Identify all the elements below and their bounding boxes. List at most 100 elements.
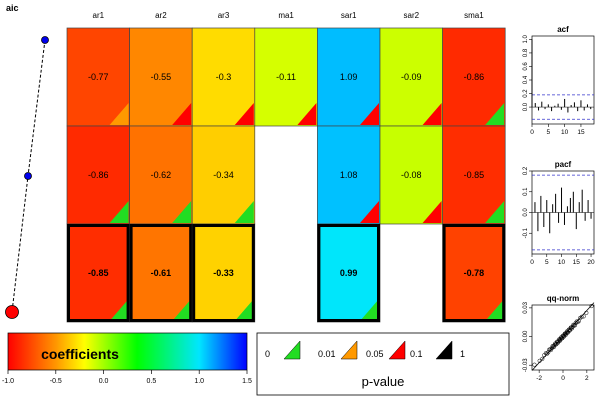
cell-ma1-model-1 (254, 27, 318, 127)
qq-xtick-2: 2 (585, 375, 589, 382)
qq-point (575, 320, 580, 325)
selected-outline-ar1 (67, 224, 130, 322)
panel-acf: acf 0.0 0.2 0.4 0.6 0.8 1.0 0 5 10 15 (523, 25, 595, 136)
acf-xtick-0: 0 (530, 129, 534, 136)
cell-ar3-model-3 (191, 223, 256, 323)
acf-xtick-3: 15 (577, 129, 585, 136)
cell-sma1-model-1 (442, 27, 506, 127)
qq-ytick-1: 0.00 (523, 330, 529, 342)
pacf-xtick-4: 20 (587, 259, 595, 266)
cell-sar2-model-1 (379, 27, 443, 127)
pvalue-marker-ar1-model-2 (109, 201, 129, 223)
acf-ytick-3: 0.6 (523, 62, 529, 71)
pvalue-break-4: 1 (460, 349, 465, 359)
pvalue-marker-ar3-model-2 (234, 201, 254, 223)
qq-point (570, 324, 575, 329)
column-label-ar2: ar2 (155, 11, 167, 20)
coef-label-ma1-model-1: -0.11 (276, 72, 296, 82)
qq-point (569, 325, 574, 330)
pvalue-marker-ma1-model-1 (297, 103, 317, 125)
cell-sma1-model-2 (442, 125, 506, 225)
acf-ytick-2: 0.4 (523, 75, 529, 84)
qq-point (581, 314, 586, 319)
cell-ar1-model-1 (66, 27, 130, 127)
coef-label-sma1-model-1: -0.86 (464, 72, 485, 82)
pvalue-marker-sar1-model-1 (360, 103, 379, 125)
panel-pacf: pacf -0.1 0.0 0.1 0.2 0 5 10 15 20 (523, 160, 595, 266)
qq-xtick-0: -2 (536, 375, 542, 382)
pacf-ytick-1: 0.0 (523, 208, 529, 217)
qq-xtick-1: 0 (561, 375, 565, 382)
pvalue-marker-sar1-model-3 (360, 299, 379, 321)
column-label-ma1: ma1 (278, 11, 294, 20)
qq-point (540, 356, 545, 361)
colorbar-tick-3: 0.5 (147, 378, 157, 385)
coef-label-ar2-model-1: -0.55 (151, 72, 172, 82)
coef-label-sar1-model-2: 1.08 (340, 170, 358, 180)
acf-frame (531, 35, 595, 125)
pacf-xtick-0: 0 (530, 259, 534, 266)
aic-marker-model-1 (41, 36, 49, 44)
pvalue-marker-sar1-model-2 (360, 201, 379, 223)
pvalue-legend-marker-2 (388, 340, 406, 360)
aic-marker-model-3 (5, 305, 19, 319)
pacf-xtick-1: 5 (545, 259, 549, 266)
selected-outline-sma1 (442, 224, 506, 322)
coef-label-ar1-model-2: -0.86 (88, 170, 109, 180)
pacf-ytick-2: 0.1 (523, 187, 529, 196)
coef-label-ar3-model-3: -0.33 (213, 268, 234, 278)
selected-outline-ar3 (192, 224, 255, 322)
pacf-ytick-3: 0.2 (523, 166, 529, 175)
colorbar-label: coefficients (41, 346, 119, 362)
cell-sma1-model-3 (442, 223, 506, 323)
coef-label-ar3-model-2: -0.34 (213, 170, 234, 180)
coef-label-sar1-model-3: 0.99 (340, 268, 358, 278)
qq-point (584, 310, 589, 315)
coef-label-sar1-model-1: 1.09 (340, 72, 358, 82)
pacf-xtick-2: 10 (558, 259, 566, 266)
coef-label-sma1-model-2: -0.85 (464, 170, 485, 180)
pvalue-legend-marker-1 (340, 340, 358, 360)
qq-point (537, 358, 542, 363)
acf-ytick-1: 0.2 (523, 89, 529, 98)
pvalue-break-3: 0.1 (410, 349, 423, 359)
cell-ar3-model-1 (191, 27, 256, 127)
colorbar (7, 332, 248, 371)
pvalue-marker-sma1-model-1 (485, 103, 505, 125)
pvalue-marker-ar2-model-1 (172, 103, 192, 125)
acf-ytick-5: 1.0 (523, 35, 529, 44)
pacf-xtick-3: 15 (573, 259, 581, 266)
pvalue-marker-ar3-model-3 (234, 299, 254, 321)
selected-outline-sar1 (317, 224, 380, 322)
coef-label-sar2-model-1: -0.09 (401, 72, 422, 82)
colorbar-tick-5: 1.5 (242, 378, 252, 385)
pvalue-marker-sma1-model-2 (485, 201, 505, 223)
qq-point (574, 319, 579, 324)
acf-xtick-1: 5 (547, 129, 551, 136)
pvalue-break-0: 0 (265, 349, 270, 359)
qq-point (545, 351, 550, 356)
column-label-sar2: sar2 (404, 11, 420, 20)
coef-label-sma1-model-3: -0.78 (464, 268, 485, 278)
coef-label-sar2-model-2: -0.08 (401, 170, 422, 180)
pvalue-marker-sar2-model-2 (422, 201, 442, 223)
qq-norm-title: qq-norm (547, 294, 579, 303)
qq-ytick-2: 0.03 (523, 301, 529, 313)
column-label-sar1: sar1 (341, 11, 357, 20)
cell-ar1-model-2 (66, 125, 130, 225)
acf-ytick-4: 0.8 (523, 48, 529, 57)
column-label-ar1: ar1 (93, 11, 105, 20)
coef-label-ar3-model-1: -0.3 (216, 72, 232, 82)
colorbar-tick-2: 0.0 (99, 378, 109, 385)
aic-marker-model-2 (24, 172, 32, 180)
colorbar-tick-1: -0.5 (50, 378, 62, 385)
pvalue-marker-ar2-model-2 (172, 201, 192, 223)
cell-ar2-model-2 (129, 125, 193, 225)
acf-xtick-2: 10 (561, 129, 569, 136)
pacf-title: pacf (555, 160, 572, 169)
pvalue-marker-ar2-model-3 (172, 299, 192, 321)
qq-point (569, 326, 575, 331)
pvalue-legend-marker-0 (283, 340, 301, 360)
pvalue-marker-ar3-model-1 (234, 103, 254, 125)
